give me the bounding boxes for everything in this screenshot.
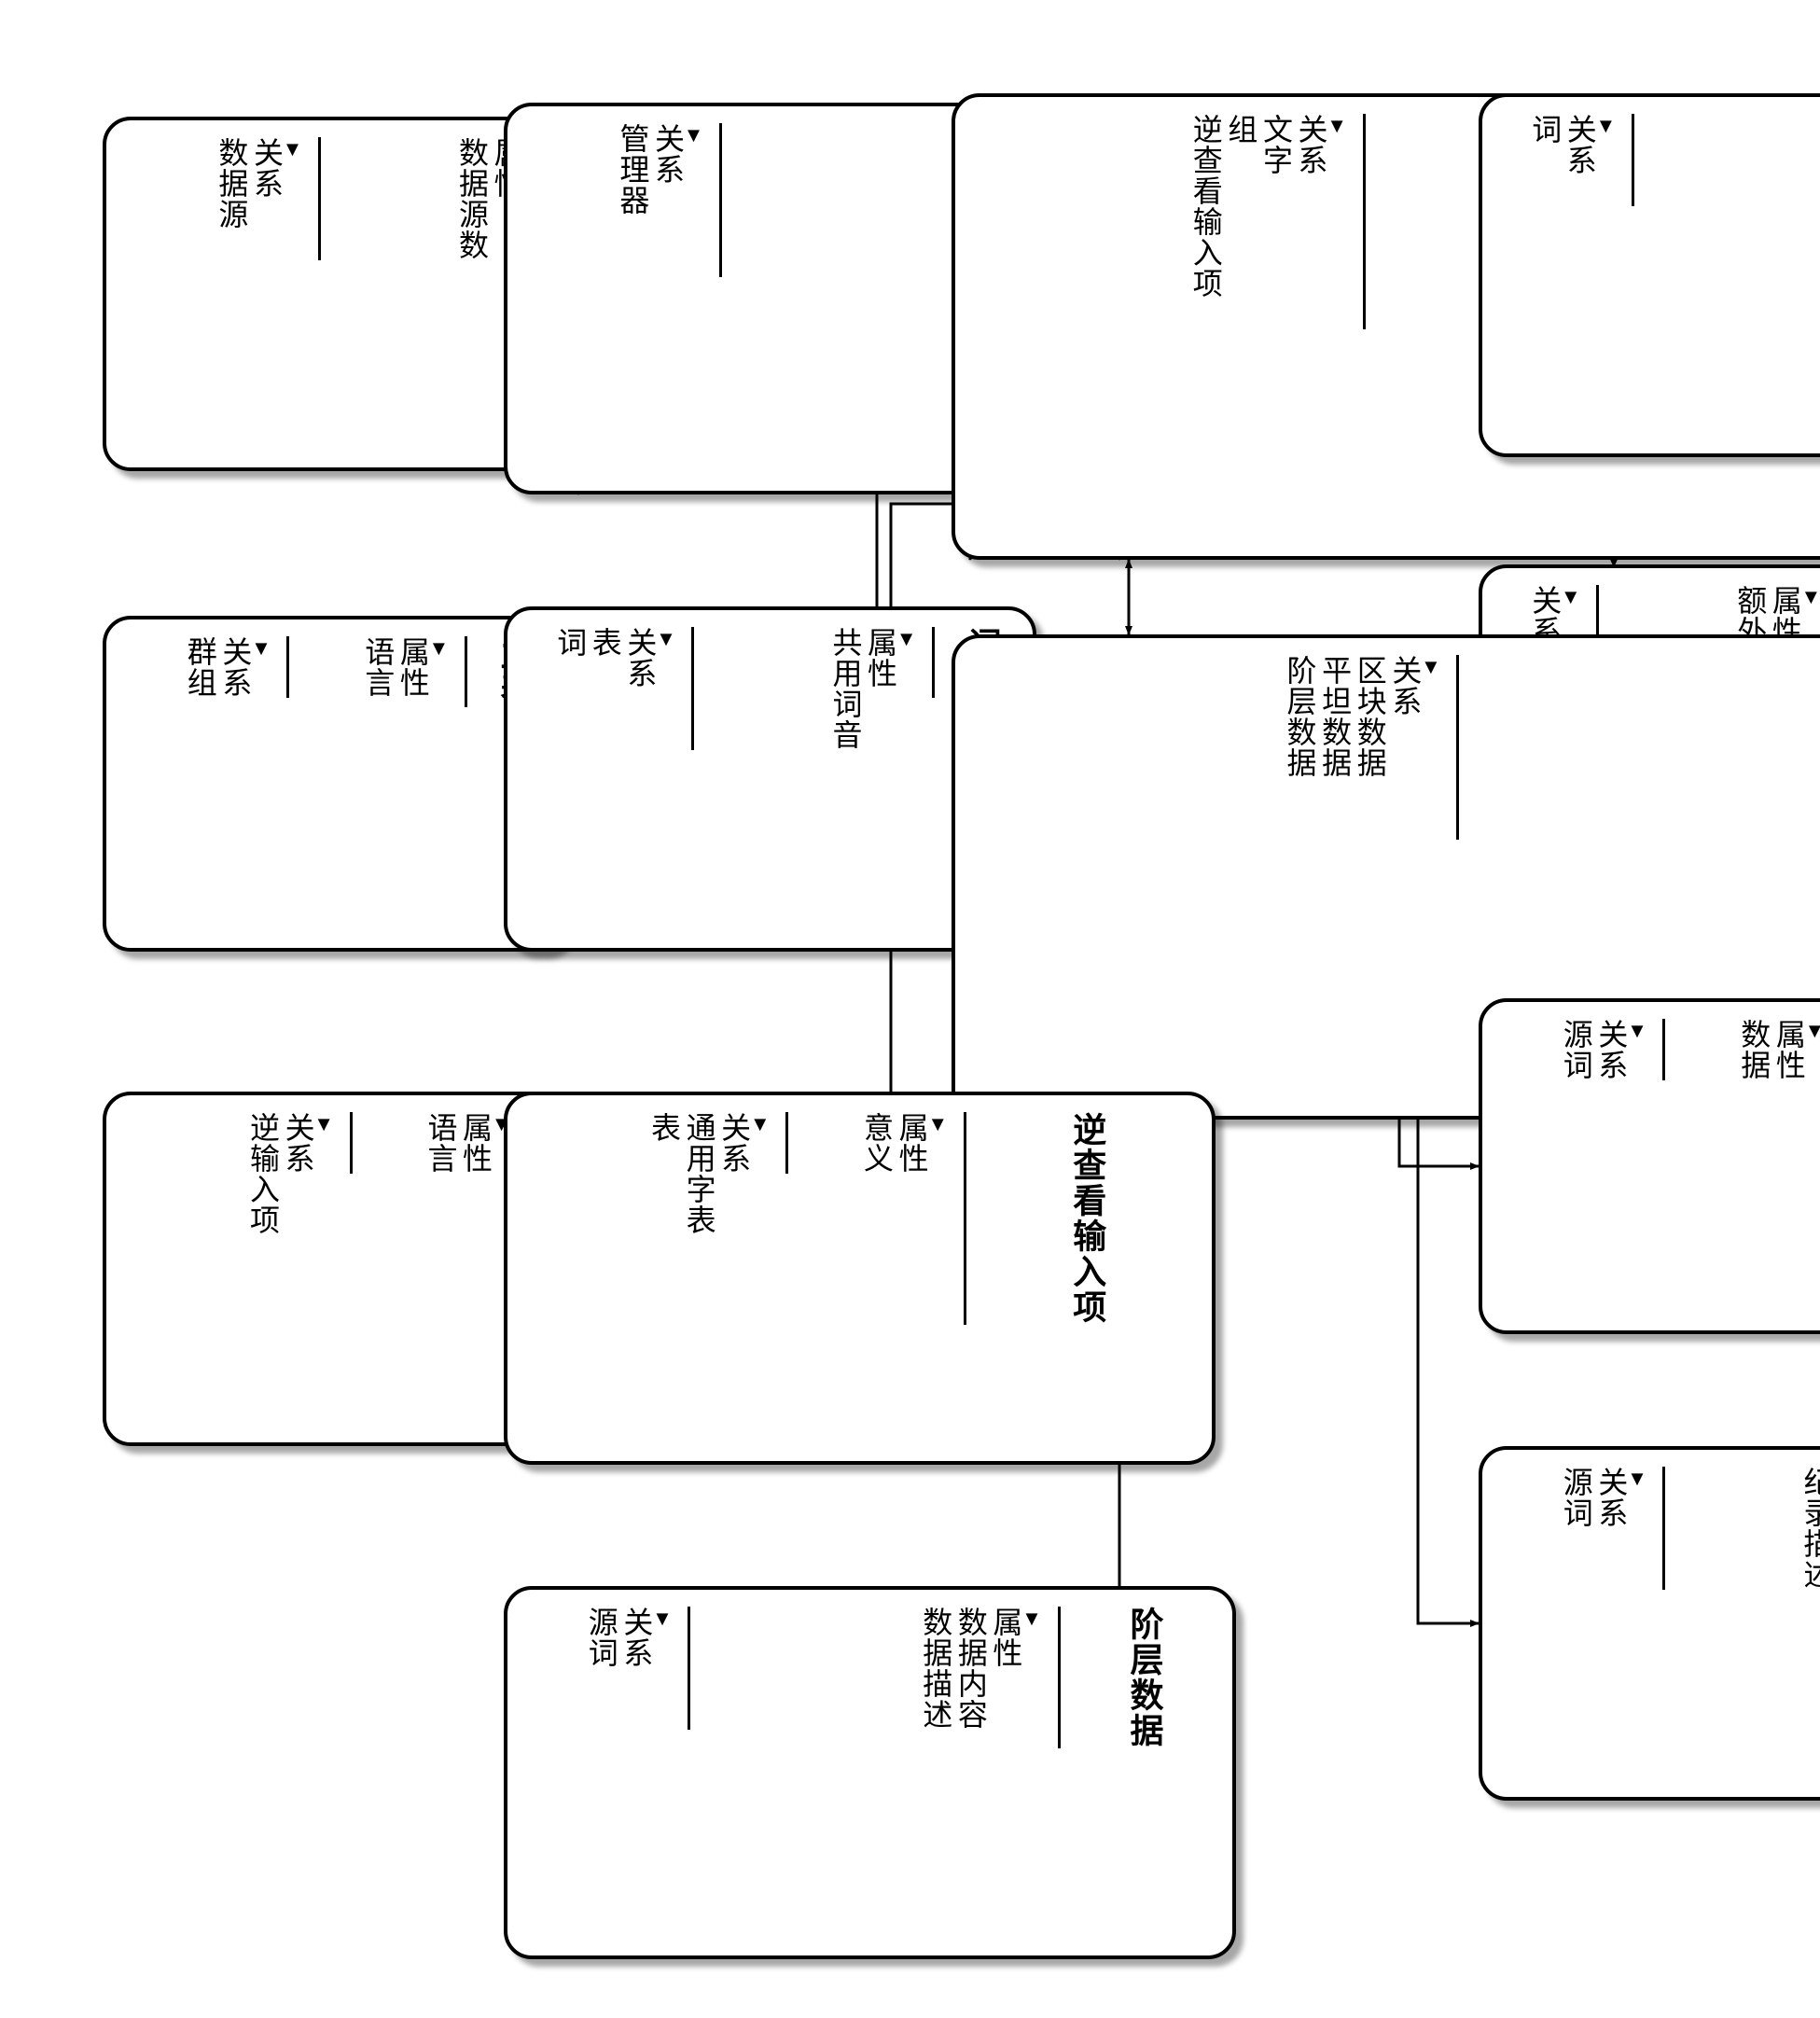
attribute-item: 纪录描述 — [1800, 1467, 1820, 1590]
node-flat_data: 平坦数据属性纪录描述关系源词 — [1479, 1446, 1820, 1801]
relations-header: 关系 — [1563, 114, 1617, 175]
attribute-item: 数据描述 — [920, 1607, 952, 1730]
relation-item: 源词 — [585, 1607, 617, 1668]
relations-header: 关系 — [1295, 114, 1348, 175]
attributes-header: 属性 — [1772, 1019, 1820, 1080]
node-title: 逆查看输入项 — [1068, 1112, 1105, 1325]
attributes-header: 属性 — [396, 636, 450, 698]
relation-item: 词 — [1529, 114, 1561, 145]
attribute-item: 数据源数 — [455, 137, 487, 260]
attributes-header: 属性 — [896, 1112, 949, 1174]
attribute-item: 意义 — [860, 1112, 892, 1174]
attribute-item: 语言 — [424, 1112, 456, 1174]
relation-item: 逆查看输入项 — [1189, 114, 1221, 299]
relation-item: 组 — [1225, 114, 1257, 145]
relation-item: 通用字表 — [683, 1112, 715, 1235]
relation-item: 源词 — [1560, 1019, 1591, 1080]
node-layer_data: 阶层数据 属性数据内容数据描述 关系源词 — [504, 1586, 1236, 1959]
relation-item: 文字 — [1259, 114, 1291, 175]
relations-header: 关系 — [1389, 655, 1442, 717]
edge-source_word-flat_data — [1315, 1064, 1479, 1623]
attributes-header: 属性 — [990, 1607, 1043, 1668]
relation-item: 阶层数据 — [1284, 655, 1315, 778]
relations-header: 关系 — [250, 137, 303, 199]
relations-header: 关系 — [282, 1112, 335, 1174]
relations-header: 关系 — [1595, 1467, 1648, 1528]
relations-header: 关系 — [219, 636, 272, 698]
relation-item: 区块数据 — [1354, 655, 1385, 778]
relation-item: 源词 — [1560, 1467, 1591, 1528]
relations-header: 关系 — [718, 1112, 771, 1174]
attribute-item: 语言 — [362, 636, 394, 698]
relation-item: 数据源 — [215, 137, 247, 230]
node-generic_char: 通用文字属性字形端点数笔画数关系词 — [1479, 93, 1820, 457]
attribute-item: 数据内容 — [954, 1607, 986, 1730]
relation-item: 平坦数据 — [1319, 655, 1351, 778]
node-block_data: 区块资料属性数据关系源词 — [1479, 998, 1820, 1334]
node-reverse_input: 逆查看输入项 属性意义 关系通用字表表 — [504, 1092, 1216, 1465]
relation-item: 群组 — [184, 636, 215, 698]
attributes-header: 属性 — [864, 627, 917, 689]
relation-item: 表 — [589, 627, 620, 658]
relation-item: 逆输入项 — [246, 1112, 278, 1235]
relation-item: 管理器 — [617, 123, 648, 216]
attribute-item: 共用词音 — [829, 627, 861, 750]
attribute-item: 数据 — [1738, 1019, 1770, 1080]
relation-item: 表 — [647, 1112, 679, 1143]
relations-header: 关系 — [624, 627, 677, 689]
node-main_table: 主表属性语言关系群组 — [103, 616, 569, 952]
relations-header: 关系 — [651, 123, 704, 185]
diagram-canvas: 程式馆管理器属性数据源数关系数据源数据源属性档案类型语言源名称关系关系管理器通用… — [37, 37, 1783, 1981]
relations-header: 关系 — [1595, 1019, 1648, 1080]
relations-header: 关系 — [620, 1607, 674, 1668]
node-title: 阶层数据 — [1125, 1607, 1162, 1748]
relation-item: 词 — [554, 627, 586, 658]
